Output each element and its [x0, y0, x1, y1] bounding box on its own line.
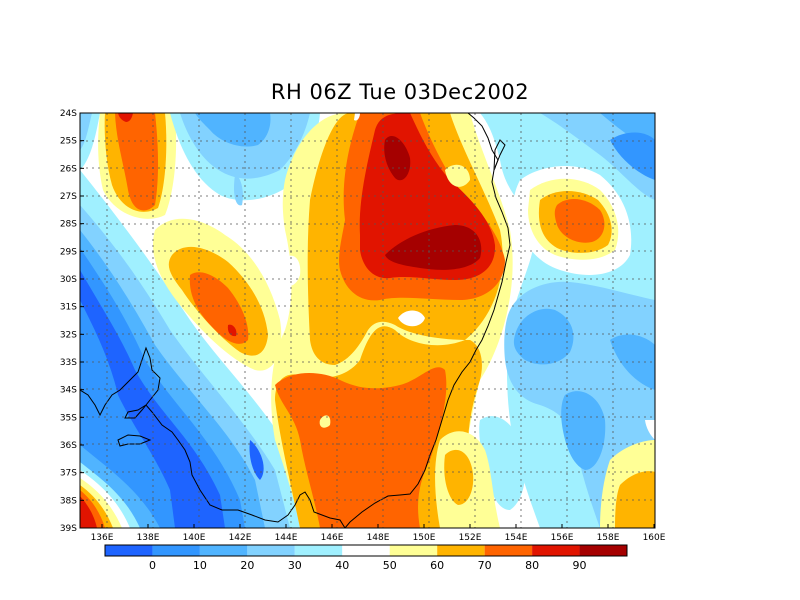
lon-label: 152E — [459, 533, 482, 543]
lon-label: 154E — [505, 533, 528, 543]
colorbar-label: 0 — [149, 559, 156, 572]
colorbar-label: 30 — [288, 559, 302, 572]
lat-label: 32S — [60, 330, 77, 340]
lat-label: 26S — [60, 164, 77, 174]
colorbar-label: 40 — [335, 559, 349, 572]
colorbar-label: 20 — [240, 559, 254, 572]
lat-label: 31S — [60, 303, 77, 313]
lon-label: 148E — [367, 533, 390, 543]
colorbar-label: 70 — [478, 559, 492, 572]
colorbar-label: 60 — [430, 559, 444, 572]
lat-label: 30S — [60, 275, 77, 285]
lat-label: 25S — [60, 137, 77, 147]
lon-label: 144E — [275, 533, 298, 543]
colorbar-swatch — [342, 545, 390, 556]
lon-label: 140E — [183, 533, 206, 543]
lat-label: 37S — [60, 469, 77, 479]
colorbar-swatch — [152, 545, 200, 556]
lat-label: 39S — [60, 524, 77, 534]
colorbar-swatch — [199, 545, 248, 556]
rh-contour-field — [80, 113, 655, 528]
lat-label: 36S — [60, 441, 77, 451]
lat-label: 38S — [60, 496, 77, 506]
colorbar-swatch — [294, 545, 343, 556]
colorbar-label: 50 — [383, 559, 397, 572]
colorbar-swatch — [532, 545, 580, 556]
map-frame — [79, 112, 656, 529]
colorbar-label: 80 — [525, 559, 539, 572]
colorbar-label: 10 — [193, 559, 207, 572]
colorbar-swatch — [389, 545, 438, 556]
lat-label: 35S — [60, 413, 77, 423]
colorbar — [104, 544, 628, 557]
lon-label: 156E — [551, 533, 574, 543]
colorbar-swatch — [484, 545, 533, 556]
lat-label: 34S — [60, 386, 77, 396]
lat-label: 24S — [60, 109, 77, 119]
lat-label: 28S — [60, 220, 77, 230]
colorbar-frame — [104, 544, 628, 557]
lat-label: 29S — [60, 247, 77, 257]
lon-label: 136E — [91, 533, 114, 543]
colorbar-swatch — [247, 545, 295, 556]
colorbar-swatch — [105, 545, 153, 556]
colorbar-swatch — [437, 545, 485, 556]
lat-label: 27S — [60, 192, 77, 202]
colorbar-swatch — [579, 545, 627, 556]
lon-label: 158E — [597, 533, 620, 543]
lat-label: 33S — [60, 358, 77, 368]
lon-label: 138E — [137, 533, 160, 543]
lon-label: 142E — [229, 533, 252, 543]
lon-label: 146E — [321, 533, 344, 543]
lon-label: 150E — [413, 533, 436, 543]
lon-label: 160E — [643, 533, 666, 543]
colorbar-label: 90 — [573, 559, 587, 572]
chart-title: RH 06Z Tue 03Dec2002 — [270, 80, 530, 104]
